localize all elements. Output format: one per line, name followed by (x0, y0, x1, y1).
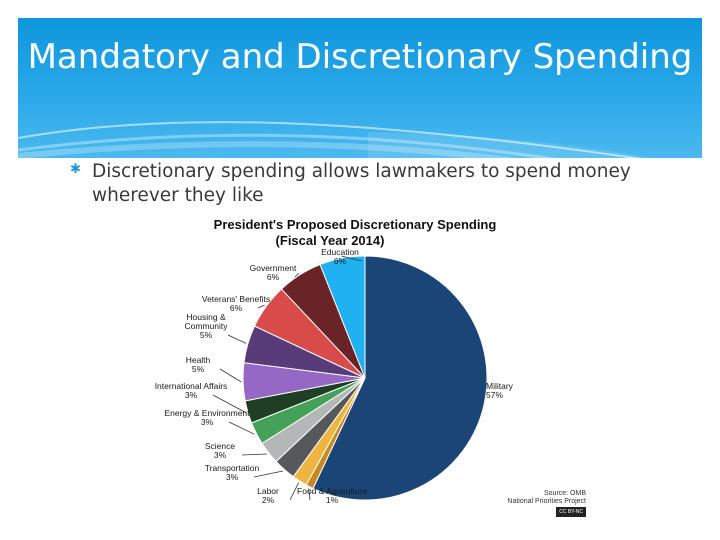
license-badge: CC BY-NC (556, 507, 586, 517)
source-line-2: National Priorities Project (507, 498, 586, 505)
leader-line-transportation (253, 470, 284, 478)
chart-title: President's Proposed Discretionary Spend… (214, 217, 497, 232)
slice-label-food-agriculture: Food & Agriculture 1% (297, 486, 367, 505)
leader-line-food-agriculture (308, 488, 311, 501)
leader-line-labor (289, 482, 299, 501)
slice-label-veterans-benefits: Veterans' Benefits 6% (202, 294, 270, 313)
slice-label-transportation: Transportation 3% (205, 463, 260, 482)
slice-label-housing-community: Housing & Community 5% (185, 312, 229, 340)
pie-slice-education (319, 255, 366, 379)
leader-line-science (241, 453, 268, 456)
leader-line-veterans-benefits (257, 304, 265, 309)
leader-line-housing-community (227, 334, 247, 344)
slice-label-energy-environment: Energy & Environment 3% (164, 408, 250, 427)
source-line-1: Source: OMB (543, 490, 586, 497)
slice-label-international-affairs: International Affairs 3% (155, 381, 228, 400)
leader-line-health (219, 368, 242, 383)
leader-line-energy-environment (228, 421, 255, 435)
bullet-text: Discretionary spending allows lawmakers … (92, 161, 631, 206)
chart-subtitle: (Fiscal Year 2014) (276, 233, 385, 248)
leader-line-government (294, 273, 299, 278)
title-band: Mandatory and Discretionary Spending (18, 18, 702, 158)
asterisk-bullet-icon: ✱ (70, 162, 81, 177)
leader-line-education (341, 255, 363, 262)
slice-label-health: Health 5% (186, 355, 211, 374)
slice-label-education: Education 6% (321, 247, 359, 266)
chart-source: Source: OMB National Priorities Project … (494, 490, 586, 517)
leader-line-international-affairs (212, 394, 247, 413)
pie-chart: President's Proposed Discretionary Spend… (155, 217, 514, 505)
slide-title: Mandatory and Discretionary Spending (27, 37, 693, 77)
slice-label-labor: Labor 2% (257, 486, 279, 505)
pie-slice-military (312, 255, 488, 501)
slice-label-government: Government 6% (250, 263, 297, 282)
slice-label-science: Science 3% (205, 441, 236, 460)
title-band-swooshes (18, 121, 702, 158)
slice-label-military: Military 57% (486, 381, 514, 400)
